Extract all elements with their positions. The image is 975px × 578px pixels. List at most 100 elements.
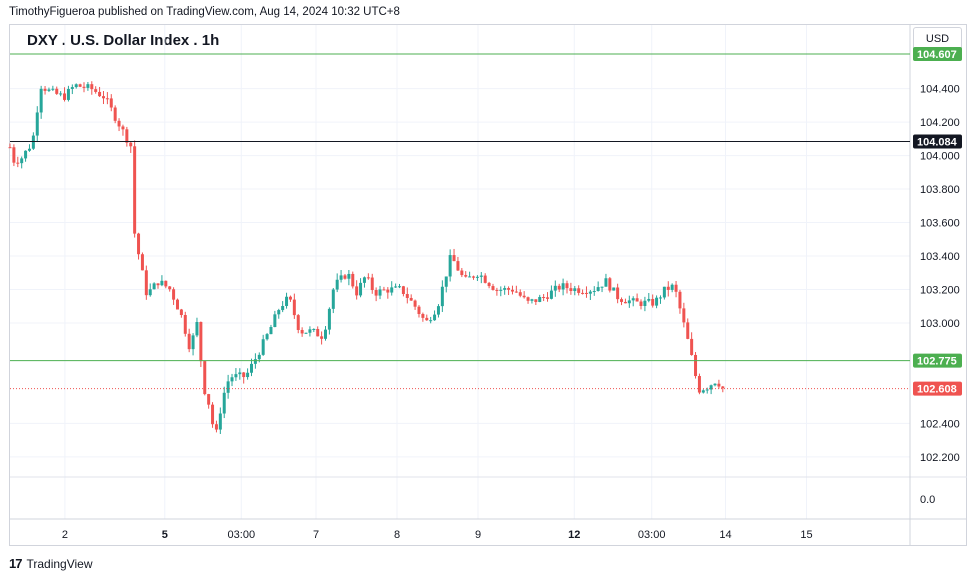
candle-down (133, 146, 137, 234)
candle-up (324, 329, 328, 339)
candle-down (386, 289, 390, 293)
candle-up (647, 298, 651, 301)
candle-down (343, 275, 347, 279)
candle-down (296, 315, 300, 330)
candle-up (230, 377, 234, 382)
price-level-label: 104.084 (917, 137, 958, 149)
candle-up (655, 297, 659, 306)
candle-down (518, 292, 522, 296)
candle-down (320, 336, 324, 339)
candle-down (125, 129, 129, 143)
candle-down (460, 270, 464, 276)
candle-up (249, 363, 253, 373)
candle-down (616, 287, 620, 300)
candle-down (211, 404, 215, 425)
candle-down (55, 88, 59, 94)
candle-down (717, 383, 721, 387)
candle-down (156, 283, 160, 286)
chart-frame (9, 24, 967, 546)
y-tick-label: 102.200 (920, 452, 960, 464)
candle-down (82, 86, 86, 88)
candle-down (635, 298, 639, 302)
candle-up (265, 334, 269, 340)
candle-down (514, 291, 518, 293)
candle-up (70, 87, 74, 89)
candle-up (549, 290, 553, 299)
candle-down (452, 255, 456, 262)
candle-down (140, 254, 144, 271)
x-tick-label: 9 (475, 529, 481, 541)
candle-down (43, 88, 47, 91)
candle-down (584, 292, 588, 294)
candle-up (331, 289, 335, 309)
candle-down (546, 297, 550, 299)
candle-down (370, 277, 374, 291)
candle-up (631, 298, 635, 301)
candle-up (561, 283, 565, 290)
candle-up (27, 148, 31, 151)
candle-up (51, 88, 55, 90)
candle-up (713, 383, 717, 386)
candle-up (246, 372, 250, 378)
candle-up (643, 300, 647, 306)
candle-down (674, 284, 678, 292)
candle-up (74, 84, 78, 88)
candle-down (113, 107, 117, 121)
x-tick-label: 7 (313, 529, 319, 541)
candle-up (47, 89, 51, 91)
y-tick-label: 103.800 (920, 184, 960, 196)
candle-up (448, 255, 452, 277)
candle-down (98, 91, 102, 97)
candle-up (701, 390, 705, 393)
candle-up (604, 278, 608, 287)
candle-up (218, 413, 222, 430)
candle-down (199, 321, 203, 362)
candle-down (495, 289, 499, 291)
candle-down (581, 292, 585, 294)
published-by: TimothyFigueroa published on TradingView… (9, 6, 400, 18)
candle-up (444, 276, 448, 287)
candle-down (620, 299, 624, 302)
candle-up (257, 354, 261, 360)
candle-up (433, 314, 437, 321)
candle-down (651, 298, 655, 306)
candle-up (658, 297, 662, 299)
candle-up (308, 329, 312, 333)
x-tick-label: 5 (162, 529, 168, 541)
candle-down (164, 280, 168, 287)
candle-up (553, 285, 557, 291)
candle-up (195, 321, 199, 336)
candle-down (417, 306, 421, 315)
candle-down (507, 288, 511, 290)
tradingview-logo-icon: 17 (9, 556, 23, 571)
candle-up (335, 279, 339, 290)
candle-down (117, 120, 121, 127)
candle-up (35, 112, 39, 136)
candle-up (612, 287, 616, 291)
candle-down (78, 84, 82, 87)
candle-down (456, 261, 460, 271)
price-level-label: 102.608 (917, 384, 957, 396)
candle-up (436, 306, 440, 315)
candle-up (327, 308, 331, 330)
candle-up (312, 328, 316, 330)
candle-up (440, 286, 444, 307)
candle-up (226, 381, 230, 393)
price-level-badge (913, 46, 962, 61)
candle-down (413, 300, 417, 307)
candle-up (277, 310, 281, 315)
candle-down (168, 286, 172, 290)
candle-up (31, 135, 35, 149)
candle-up (588, 291, 592, 294)
tradingview-logo[interactable]: 17 TradingView (9, 556, 93, 571)
candle-down (288, 296, 292, 300)
candle-down (207, 394, 211, 405)
candle-up (66, 88, 70, 100)
candle-up (362, 277, 366, 283)
candle-down (90, 84, 94, 90)
candle-up (339, 275, 343, 280)
candle-up (429, 320, 433, 322)
candle-down (382, 289, 386, 291)
candle-up (709, 385, 713, 390)
